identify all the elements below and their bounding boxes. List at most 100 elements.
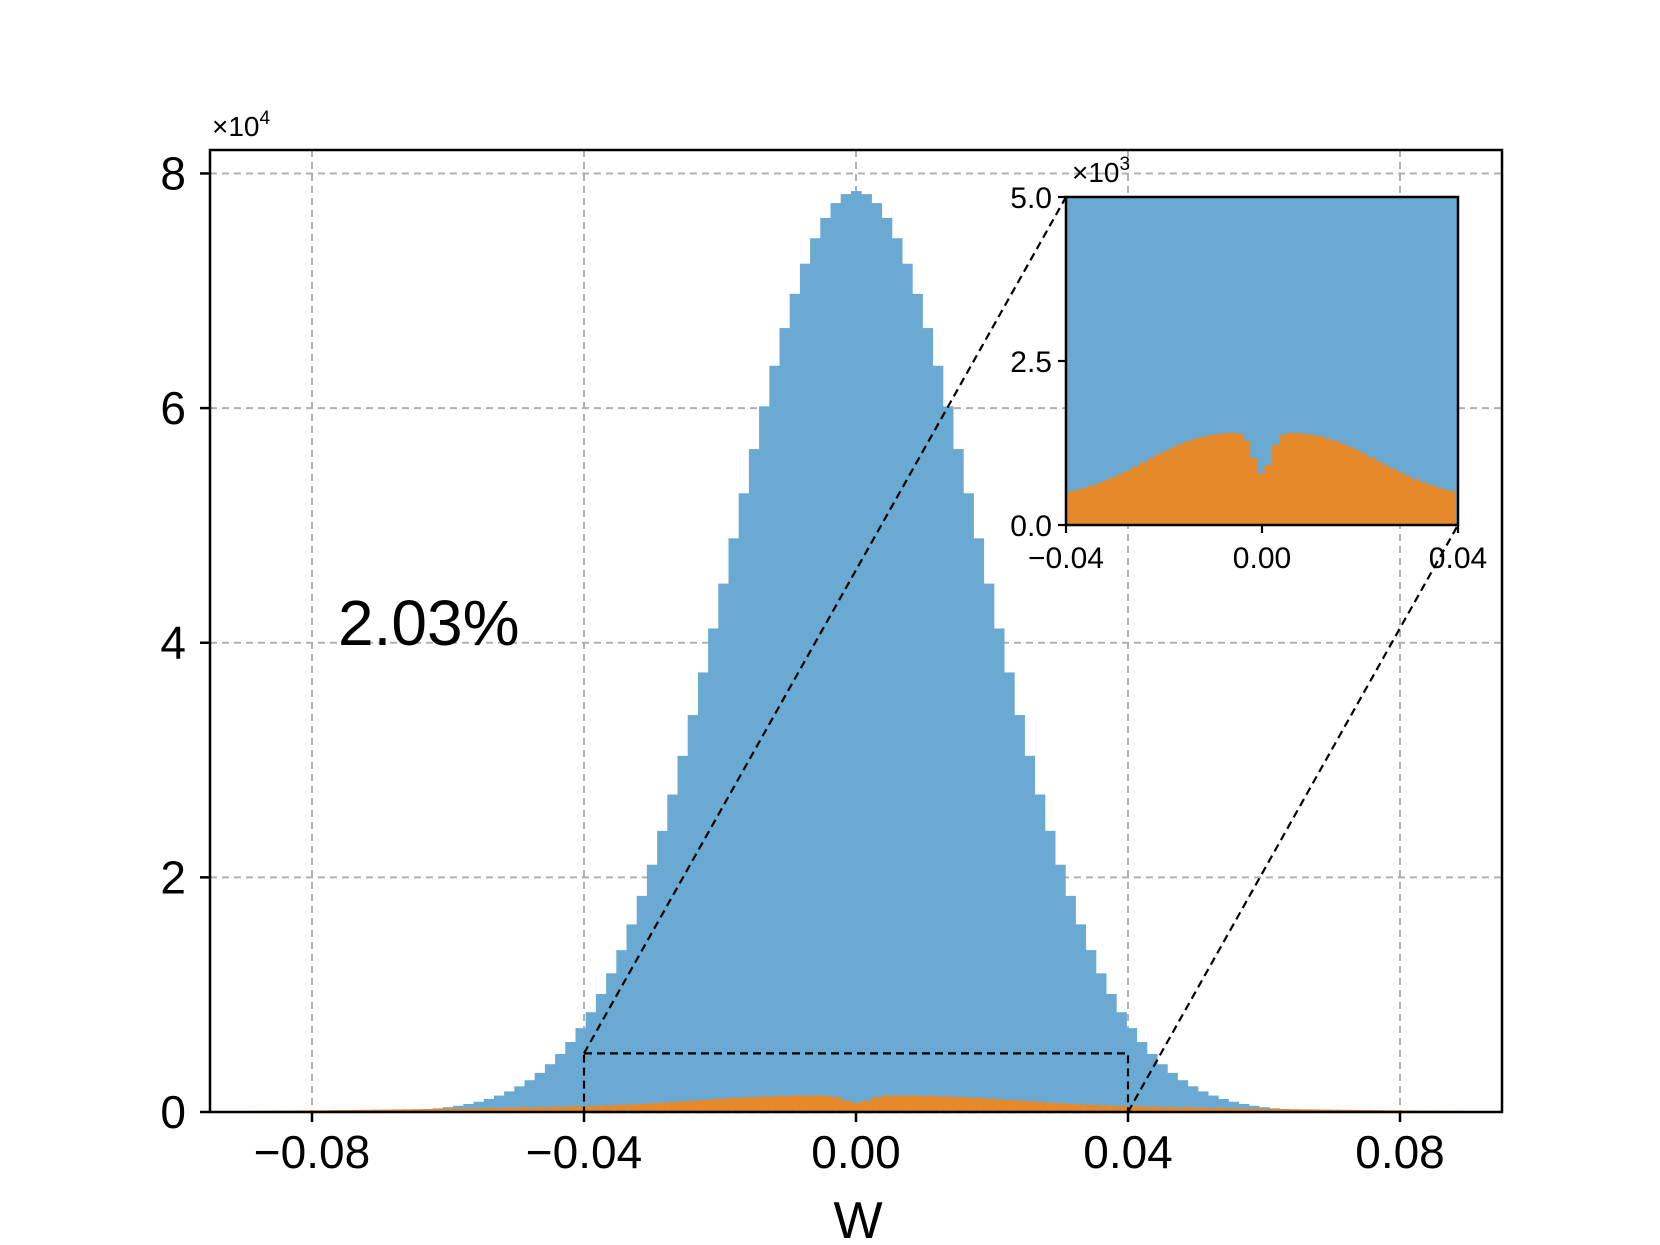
inset-bar-orange — [1168, 447, 1177, 525]
inset-bar-orange — [1293, 433, 1302, 525]
bar-orange — [952, 1096, 964, 1112]
inset-bar-orange — [1360, 453, 1368, 525]
x-axis-label: W — [833, 1192, 882, 1245]
bar-blue — [1156, 1064, 1168, 1112]
bar-blue — [932, 365, 944, 1112]
inset-bar-orange — [1440, 489, 1449, 525]
bar-blue — [1054, 864, 1066, 1112]
bar-blue — [1238, 1104, 1250, 1112]
bar-blue — [504, 1091, 515, 1112]
bar-orange — [432, 1108, 444, 1112]
inset-bar-orange — [1433, 487, 1442, 525]
bar-blue — [463, 1104, 475, 1112]
bar-orange — [616, 1104, 628, 1112]
inset-x-tick-label: 0.04 — [1429, 542, 1487, 575]
bar-orange — [585, 1106, 597, 1112]
inset-bar-orange — [1227, 432, 1236, 525]
inset-bar-orange — [1066, 491, 1074, 525]
bar-orange — [524, 1107, 536, 1112]
bar-blue — [850, 191, 862, 1112]
bar-blue — [493, 1095, 505, 1112]
bar-blue — [585, 1012, 597, 1112]
inset-x-tick-label: 0.00 — [1233, 542, 1291, 575]
bar-blue — [1003, 672, 1015, 1112]
bar-orange — [595, 1105, 607, 1112]
inset-bar-orange — [1411, 479, 1420, 525]
inset-y-tick-label: 0.0 — [1010, 510, 1052, 543]
bar-blue — [1187, 1086, 1199, 1112]
inset-bar-orange — [1367, 457, 1376, 525]
inset-bar-orange — [1154, 454, 1163, 525]
inset-bar-orange — [1382, 465, 1390, 525]
bar-blue — [759, 406, 770, 1112]
bar-orange — [759, 1096, 770, 1112]
bar-blue — [616, 950, 628, 1112]
bar-orange — [575, 1106, 587, 1112]
bar-orange — [912, 1095, 923, 1112]
zoom-connector-left — [583, 196, 1067, 1054]
bar-orange — [789, 1095, 801, 1112]
bar-orange — [871, 1097, 883, 1112]
bar-orange — [646, 1103, 658, 1112]
inset-bar-orange — [1073, 490, 1082, 525]
y-tick-label: 2 — [160, 851, 186, 903]
bar-orange — [810, 1095, 821, 1112]
bar-blue — [983, 583, 995, 1112]
inset-plot: −0.04 0.00 0.04 0.0 2.5 5.0 ×103 — [1010, 154, 1487, 575]
bar-orange — [1044, 1102, 1056, 1112]
bar-orange — [942, 1096, 954, 1112]
bar-blue — [942, 406, 954, 1112]
inset-bar-orange — [1337, 443, 1346, 525]
bar-blue — [881, 217, 893, 1113]
bar-blue — [769, 365, 781, 1112]
inset-bars-orange — [1066, 432, 1457, 525]
bar-orange — [606, 1105, 617, 1112]
bar-blue — [646, 864, 658, 1112]
bar-blue — [1136, 1042, 1148, 1112]
bar-blue — [483, 1098, 495, 1112]
bar-orange — [544, 1107, 556, 1112]
bar-blue — [555, 1053, 566, 1112]
bar-orange — [728, 1098, 740, 1112]
bar-orange — [840, 1100, 852, 1112]
inset-bar-orange — [1257, 473, 1265, 525]
inset-bar-orange — [1220, 433, 1229, 525]
inset-bar-orange — [1161, 451, 1170, 525]
bar-blue — [544, 1064, 556, 1112]
bar-blue — [748, 449, 760, 1113]
bar-blue — [891, 238, 903, 1113]
bar-orange — [1309, 1109, 1321, 1112]
inset-bar-orange — [1426, 484, 1434, 525]
bar-orange — [453, 1108, 464, 1112]
bar-orange — [922, 1095, 934, 1112]
bar-orange — [973, 1098, 985, 1112]
bar-blue — [1228, 1101, 1240, 1112]
inset-bar-orange — [1213, 434, 1221, 525]
inset-bar-orange — [1110, 477, 1118, 525]
bar-orange — [1003, 1100, 1015, 1112]
bar-orange — [830, 1097, 842, 1112]
bar-blue — [789, 293, 801, 1113]
bar-orange — [636, 1103, 648, 1112]
inset-bar-orange — [1117, 473, 1126, 525]
inset-bar-orange — [1389, 468, 1398, 525]
bar-blue — [636, 895, 648, 1112]
inset-bar-orange — [1345, 446, 1354, 525]
inset-bar-orange — [1301, 433, 1310, 525]
inset-bar-orange — [1088, 485, 1096, 525]
bar-orange — [861, 1100, 872, 1112]
bar-orange — [1258, 1108, 1270, 1112]
x-tick-label: 0.08 — [1355, 1126, 1445, 1178]
inset-bar-orange — [1315, 436, 1324, 525]
bar-orange — [963, 1097, 974, 1112]
bar-blue — [1126, 1028, 1138, 1112]
bar-blue — [1075, 924, 1087, 1112]
bar-orange — [626, 1104, 638, 1112]
inset-ticks: −0.04 0.00 0.04 0.0 2.5 5.0 — [1010, 182, 1487, 575]
inset-bar-orange — [1308, 434, 1317, 525]
bar-orange — [555, 1106, 566, 1112]
inset-bar-orange — [1271, 445, 1280, 525]
inset-y-tick-label: 2.5 — [1010, 346, 1052, 379]
bar-blue — [667, 794, 679, 1112]
